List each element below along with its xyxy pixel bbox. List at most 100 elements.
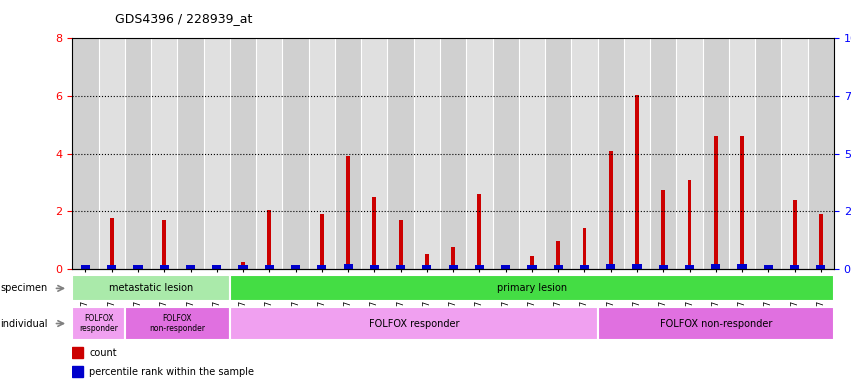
Bar	[711, 265, 721, 269]
Bar	[816, 265, 825, 269]
Bar	[501, 265, 511, 269]
Bar	[335, 38, 361, 269]
Bar	[808, 38, 834, 269]
Bar	[72, 38, 99, 269]
Bar	[256, 38, 283, 269]
Bar	[557, 242, 560, 269]
Bar	[107, 265, 117, 269]
Bar	[189, 267, 192, 269]
Bar	[83, 267, 88, 269]
Bar	[703, 38, 729, 269]
Bar	[81, 265, 90, 269]
Bar	[792, 200, 797, 269]
Bar	[230, 275, 834, 301]
Text: FOLFOX
responder: FOLFOX responder	[79, 314, 118, 333]
Bar	[151, 38, 177, 269]
Bar	[317, 265, 327, 269]
Text: percentile rank within the sample: percentile rank within the sample	[89, 366, 254, 377]
Bar	[163, 220, 166, 269]
Bar	[519, 38, 545, 269]
Bar	[99, 38, 125, 269]
Bar	[72, 307, 125, 340]
Bar	[582, 228, 586, 269]
Text: individual: individual	[0, 318, 48, 329]
Bar	[203, 38, 230, 269]
Bar	[294, 267, 298, 269]
Bar	[528, 265, 536, 269]
Bar	[361, 38, 387, 269]
Bar	[398, 220, 403, 269]
Bar	[635, 94, 639, 269]
Bar	[571, 38, 597, 269]
Bar	[790, 265, 799, 269]
Bar	[659, 265, 668, 269]
Bar	[504, 267, 508, 269]
Bar	[212, 265, 221, 269]
Bar	[214, 267, 219, 269]
Bar	[425, 255, 429, 269]
Bar	[763, 265, 773, 269]
Bar	[767, 267, 770, 269]
Bar	[370, 265, 379, 269]
Bar	[661, 190, 665, 269]
Bar	[344, 264, 352, 269]
Bar	[597, 307, 834, 340]
Bar	[493, 38, 519, 269]
Bar	[110, 218, 114, 269]
Bar	[283, 38, 309, 269]
Bar	[440, 38, 466, 269]
Bar	[781, 38, 808, 269]
Bar	[241, 262, 245, 269]
Bar	[346, 157, 350, 269]
Bar	[387, 38, 414, 269]
Bar	[267, 210, 271, 269]
Bar	[677, 38, 703, 269]
Bar	[320, 214, 324, 269]
Text: GDS4396 / 228939_at: GDS4396 / 228939_at	[115, 12, 252, 25]
Bar	[606, 265, 615, 269]
Bar	[125, 307, 230, 340]
Bar	[545, 38, 571, 269]
Bar	[160, 265, 168, 269]
Bar	[685, 265, 694, 269]
Bar	[755, 38, 781, 269]
Bar	[72, 275, 230, 301]
Text: FOLFOX non-responder: FOLFOX non-responder	[660, 318, 772, 329]
Bar	[414, 38, 440, 269]
Bar	[125, 38, 151, 269]
Bar	[632, 264, 642, 269]
Bar	[580, 265, 589, 269]
Bar	[738, 265, 746, 269]
Bar	[134, 265, 143, 269]
Bar	[466, 38, 493, 269]
Text: FOLFOX
non-responder: FOLFOX non-responder	[150, 314, 205, 333]
Bar	[448, 265, 458, 269]
Bar	[554, 265, 563, 269]
Bar	[265, 265, 274, 269]
Bar	[291, 265, 300, 269]
Bar	[650, 38, 677, 269]
Bar	[714, 136, 717, 269]
Bar	[396, 265, 405, 269]
Bar	[740, 136, 744, 269]
Bar	[477, 194, 482, 269]
Bar	[608, 151, 613, 269]
Bar	[136, 267, 140, 269]
Bar	[475, 265, 484, 269]
Bar	[624, 38, 650, 269]
Bar	[186, 265, 195, 269]
Bar	[238, 265, 248, 269]
Text: FOLFOX responder: FOLFOX responder	[368, 318, 459, 329]
Bar	[373, 197, 376, 269]
Bar	[422, 265, 431, 269]
Bar	[230, 307, 597, 340]
Text: count: count	[89, 348, 117, 358]
Text: metastatic lesion: metastatic lesion	[109, 283, 193, 293]
Text: specimen: specimen	[0, 283, 48, 293]
Bar	[819, 214, 823, 269]
Bar	[72, 366, 83, 377]
Bar	[597, 38, 624, 269]
Bar	[309, 38, 335, 269]
Bar	[688, 180, 692, 269]
Bar	[729, 38, 755, 269]
